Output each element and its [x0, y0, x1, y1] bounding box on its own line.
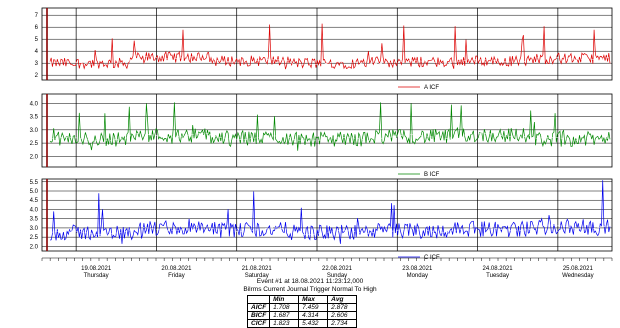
y-tick-label: 4.0 [30, 101, 39, 107]
x-tick-weekday: Saturday [245, 273, 269, 279]
x-tick-date: 24.08.2021 [483, 266, 514, 272]
series-line [49, 180, 611, 244]
x-tick-date: 21.08.2021 [242, 266, 273, 272]
y-tick-label: 6 [35, 25, 39, 31]
event-caption: Event #1 at 18.08.2021 11:23:12,000 Bilr… [0, 278, 620, 294]
y-tick-label: 3.5 [30, 217, 39, 223]
y-tick-label: 2 [35, 73, 39, 79]
stats-header-min: Min [269, 295, 300, 304]
stats-row-label: CICF [246, 319, 271, 328]
stats-row-aicf: AICF 1.708 7.459 2.878 [246, 303, 358, 312]
stats-row-label: BICF [246, 311, 271, 320]
y-tick-label: 3.5 [30, 115, 39, 121]
stats-header-max: Max [298, 295, 329, 304]
stats-min: 1.687 [269, 311, 300, 320]
x-tick-date: 20.08.2021 [161, 266, 192, 272]
stats-avg: 2.734 [327, 319, 358, 328]
y-tick-label: 2.5 [30, 141, 39, 147]
y-tick-label: 4.0 [30, 207, 39, 213]
legend-label: B ICF [424, 172, 440, 178]
plot-frame [41, 93, 613, 168]
x-tick-weekday: Sunday [327, 273, 347, 279]
stats-header-avg: Avg [327, 295, 358, 304]
stats-row-bicf: BICF 1.687 4.314 2.606 [246, 311, 358, 320]
y-tick-label: 4 [35, 49, 39, 55]
series-mean-line [49, 224, 611, 235]
stats-avg: 2.606 [327, 311, 358, 320]
stats-row-cicf: CICF 1.823 5.432 2.734 [246, 319, 358, 328]
y-tick-label: 3 [35, 61, 39, 67]
x-tick-date: 22.08.2021 [322, 266, 353, 272]
y-tick-label: 2.0 [30, 244, 39, 250]
x-tick-date: 23.08.2021 [402, 266, 433, 272]
x-tick-weekday: Thursday [84, 273, 109, 279]
plot-frame [41, 7, 613, 81]
y-tick-label: 2.5 [30, 235, 39, 241]
event-caption-line-2: Bilrms Current Journal Trigger Normal To… [243, 286, 377, 293]
stats-header-row: Min Max Avg [246, 295, 358, 304]
x-tick-weekday: Friday [168, 273, 185, 279]
stats-row-label: AICF [246, 303, 271, 312]
series-line [49, 102, 611, 151]
stats-header-blank [246, 295, 271, 304]
y-tick-label: 5.5 [30, 180, 39, 186]
stats-max: 7.459 [298, 303, 329, 312]
x-tick-weekday: Wednesday [562, 273, 594, 279]
stats-max: 5.432 [298, 319, 329, 328]
x-tick-weekday: Monday [407, 273, 428, 279]
stats-table: Min Max Avg AICF 1.708 7.459 2.878 BICF … [246, 295, 358, 328]
y-tick-label: 3.0 [30, 226, 39, 232]
stats-min: 1.708 [269, 303, 300, 312]
series-mean-line [49, 133, 611, 142]
plot-frame [41, 178, 613, 252]
y-tick-label: 4.5 [30, 198, 39, 204]
stats-min: 1.823 [269, 319, 300, 328]
y-tick-label: 3.0 [30, 128, 39, 134]
y-tick-label: 5.0 [30, 189, 39, 195]
x-tick-weekday: Tuesday [486, 273, 509, 279]
legend-label: A ICF [424, 85, 439, 91]
stats-max: 4.314 [298, 311, 329, 320]
stats-avg: 2.878 [327, 303, 358, 312]
y-tick-label: 7 [35, 13, 39, 19]
x-tick-date: 25.08.2021 [563, 266, 594, 272]
event-caption-line-1: Event #1 at 18.08.2021 11:23:12,000 [256, 278, 364, 285]
y-tick-label: 2.0 [30, 154, 39, 160]
series-mean-line [49, 55, 611, 65]
x-tick-date: 19.08.2021 [81, 266, 112, 272]
y-tick-label: 5 [35, 37, 39, 43]
series-line [49, 23, 611, 70]
